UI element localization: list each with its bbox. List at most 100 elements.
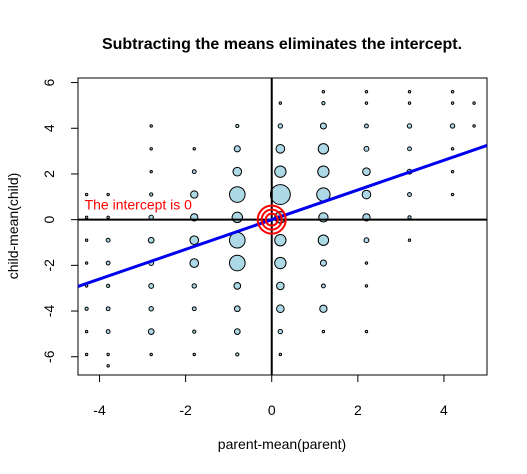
data-point <box>318 144 328 154</box>
data-point <box>107 193 109 195</box>
x-tick-label: 4 <box>440 402 448 418</box>
data-point <box>278 329 282 333</box>
x-tick-label: -2 <box>179 402 192 418</box>
data-point <box>322 102 325 105</box>
data-point <box>275 257 286 268</box>
data-point <box>318 235 328 245</box>
data-point <box>321 284 325 288</box>
data-point <box>322 91 324 93</box>
data-point <box>277 305 285 313</box>
data-point <box>236 124 239 127</box>
x-tick-label: 0 <box>268 402 276 418</box>
data-point <box>190 259 199 268</box>
data-point <box>229 255 245 271</box>
data-point <box>363 168 371 176</box>
data-point <box>106 238 110 242</box>
data-point <box>85 239 87 241</box>
data-point <box>106 261 110 265</box>
data-point <box>234 283 241 290</box>
y-axis: -6 -4 -2 0 2 4 6 <box>41 78 78 362</box>
data-point <box>276 145 285 154</box>
x-tick-label: -4 <box>93 402 106 418</box>
data-point <box>473 102 475 104</box>
data-point <box>193 330 196 333</box>
data-point <box>193 148 195 150</box>
data-point <box>192 284 196 288</box>
data-point <box>85 193 87 195</box>
y-tick-label: 0 <box>41 216 57 224</box>
data-point <box>190 236 199 245</box>
y-axis-label: child-mean(child) <box>5 173 21 280</box>
data-point <box>106 307 110 311</box>
chart-title: Subtracting the means eliminates the int… <box>102 36 462 53</box>
y-tick-label: -2 <box>41 259 57 272</box>
data-point <box>275 235 286 246</box>
x-axis-label: parent-mean(parent) <box>218 436 346 452</box>
y-tick-label: 2 <box>41 170 57 178</box>
data-point <box>150 148 152 150</box>
data-point <box>107 365 109 367</box>
data-point <box>408 91 410 93</box>
y-tick-label: -4 <box>41 305 57 318</box>
data-point <box>193 353 195 355</box>
data-point <box>320 305 327 312</box>
y-tick-label: 6 <box>41 78 57 86</box>
data-point <box>451 170 453 172</box>
data-point <box>408 239 410 241</box>
data-point <box>85 262 87 264</box>
data-point <box>365 285 367 287</box>
data-point <box>408 102 410 104</box>
x-axis: -4 -2 0 2 4 <box>93 375 448 418</box>
data-point <box>106 330 110 334</box>
data-point <box>365 124 369 128</box>
data-point <box>407 124 411 128</box>
data-point <box>408 193 412 197</box>
data-point <box>408 216 411 219</box>
data-point <box>233 167 242 176</box>
data-point <box>364 146 369 151</box>
data-point <box>365 262 367 264</box>
data-point <box>234 329 240 335</box>
data-point <box>451 102 453 104</box>
data-point <box>277 282 285 290</box>
data-point <box>408 147 412 151</box>
y-tick-label: -6 <box>41 350 57 363</box>
data-point <box>150 125 152 127</box>
data-point <box>322 330 324 332</box>
data-point <box>279 102 281 104</box>
data-point <box>148 237 154 243</box>
data-point <box>365 91 367 93</box>
data-point <box>236 353 239 356</box>
data-point <box>149 283 154 288</box>
data-point <box>320 260 326 266</box>
data-point <box>278 124 282 128</box>
data-point <box>85 216 87 218</box>
intercept-annotation: The intercept is 0 <box>85 196 193 212</box>
data-points <box>85 91 475 368</box>
data-point <box>451 193 453 195</box>
data-point <box>150 170 152 172</box>
data-point <box>270 185 290 205</box>
data-point <box>451 148 453 150</box>
data-point <box>107 353 109 355</box>
data-point <box>85 353 87 355</box>
data-point <box>149 307 153 311</box>
data-point <box>473 125 475 127</box>
data-point <box>450 124 454 128</box>
data-point <box>365 330 367 332</box>
data-point <box>364 238 369 243</box>
data-point <box>107 216 109 218</box>
data-point <box>229 187 245 203</box>
data-point <box>234 146 240 152</box>
y-tick-label: 4 <box>41 124 57 132</box>
data-point <box>148 329 154 335</box>
data-point <box>451 91 453 93</box>
data-point <box>275 166 286 177</box>
data-point <box>320 123 326 129</box>
data-point <box>85 307 88 310</box>
data-point <box>279 353 281 355</box>
data-point <box>192 307 196 311</box>
data-point <box>85 330 87 332</box>
data-point <box>192 170 196 174</box>
